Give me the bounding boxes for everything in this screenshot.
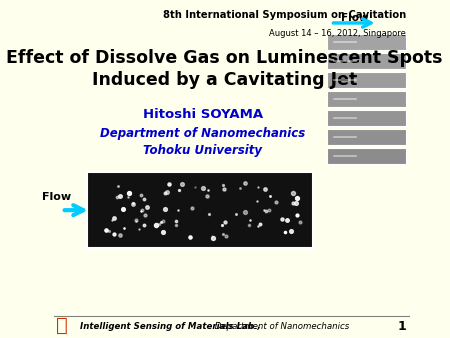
Text: Flow: Flow bbox=[42, 192, 71, 202]
FancyBboxPatch shape bbox=[327, 129, 406, 145]
Text: Tohoku University: Tohoku University bbox=[144, 145, 262, 158]
FancyBboxPatch shape bbox=[327, 110, 406, 126]
FancyBboxPatch shape bbox=[327, 53, 406, 69]
FancyBboxPatch shape bbox=[87, 172, 314, 248]
Text: Flow: Flow bbox=[342, 13, 369, 23]
Text: Intelligent Sensing of Materials Lab.,: Intelligent Sensing of Materials Lab., bbox=[80, 322, 261, 331]
FancyBboxPatch shape bbox=[327, 147, 406, 164]
Text: Department of Nanomechanics: Department of Nanomechanics bbox=[100, 127, 306, 140]
Text: Effect of Dissolve Gas on Luminescent Spots: Effect of Dissolve Gas on Luminescent Sp… bbox=[6, 49, 443, 67]
FancyBboxPatch shape bbox=[327, 91, 406, 107]
Text: Induced by a Cavitating Jet: Induced by a Cavitating Jet bbox=[92, 71, 357, 89]
FancyBboxPatch shape bbox=[327, 72, 406, 88]
Text: 1: 1 bbox=[397, 320, 406, 333]
Text: ⦾: ⦾ bbox=[56, 316, 68, 335]
Text: August 14 – 16, 2012, Singapore: August 14 – 16, 2012, Singapore bbox=[269, 29, 406, 38]
FancyBboxPatch shape bbox=[327, 34, 406, 50]
Text: 8th International Symposium on Cavitation: 8th International Symposium on Cavitatio… bbox=[162, 10, 406, 20]
Text: Department of Nanomechanics: Department of Nanomechanics bbox=[212, 322, 349, 331]
Text: Hitoshi SOYAMA: Hitoshi SOYAMA bbox=[143, 108, 263, 121]
